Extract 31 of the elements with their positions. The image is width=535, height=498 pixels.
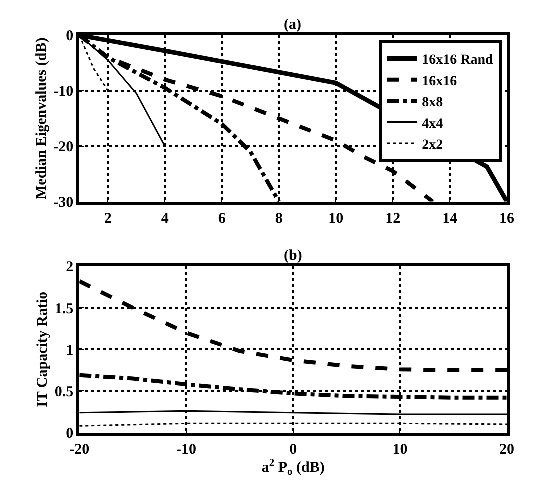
x-tick-label: -10 (176, 442, 196, 458)
legend-label: 16x16 Rand (422, 53, 494, 68)
y-axis-title: Median Eigenvalues (dB) (34, 38, 50, 200)
x-tick-label: 20 (500, 442, 515, 458)
y-axis-title: IT Capacity Ratio (35, 292, 52, 408)
y-tick-label: 0 (66, 28, 74, 45)
x-tick-label: 16 (500, 210, 516, 227)
x-tick-label: 10 (392, 442, 408, 458)
chart-title: (a) (284, 17, 302, 33)
y-tick-label: 1.5 (54, 301, 74, 318)
chart-title: (b) (284, 248, 302, 264)
x-axis-title: a$^{2}$ P$_{o}$ (dB) (262, 458, 325, 478)
y-tick-label: -20 (54, 140, 74, 156)
y-tick-label: 2 (66, 260, 74, 276)
x-tick-label: 14 (442, 210, 458, 227)
legend-label: 8x8 (422, 96, 444, 111)
x-tick-label: 2 (104, 210, 112, 227)
y-tick-label: -10 (54, 84, 74, 100)
y-tick-label: 0 (66, 426, 74, 442)
legend-label: 2x2 (422, 138, 444, 153)
x-tick-label: 10 (328, 210, 344, 227)
x-tick-label: 6 (218, 210, 226, 227)
y-tick-label: 1 (66, 342, 74, 359)
y-tick-label: -30 (54, 195, 74, 212)
legend-label: 4x4 (422, 116, 444, 132)
legend-label: 16x16 (422, 74, 458, 90)
x-tick-label: 4 (161, 210, 170, 227)
y-tick-label: 0.5 (54, 384, 74, 400)
x-tick-label: 12 (386, 210, 401, 227)
x-tick-label: 0 (290, 442, 298, 458)
x-tick-label: 8 (275, 210, 283, 227)
